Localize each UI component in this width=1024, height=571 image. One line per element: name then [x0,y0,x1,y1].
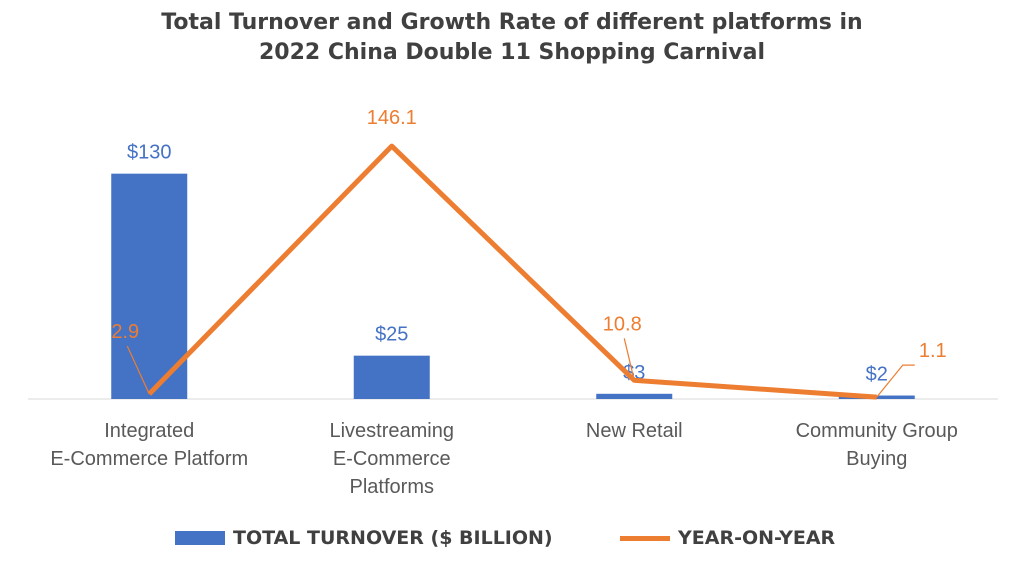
legend-swatch-turnover [175,531,225,545]
line-label-yoy-0: 2.9 [111,321,139,343]
legend-label-yoy: YEAR-ON-YEAR [678,527,836,549]
line-label-yoy-3: 1.1 [919,340,947,362]
bar-label-turnover-0: $130 [127,142,172,164]
legend-item-yoy: YEAR-ON-YEAR [620,524,835,552]
bar-label-turnover-3: $2 [866,364,888,386]
legend-item-turnover: TOTAL TURNOVER ($ BILLION) [175,524,553,552]
bar-label-turnover-1: $25 [375,324,408,346]
legend-label-turnover: TOTAL TURNOVER ($ BILLION) [233,527,553,549]
line-label-yoy-2: 10.8 [603,313,642,335]
category-label-1-1: E-Commerce [333,448,451,470]
chart-title-line-2: 2022 China Double 11 Shopping Carnival [258,40,766,65]
bar-turnover-2 [596,393,673,399]
leader-line-yoy-3 [876,364,915,398]
category-label-2-0: New Retail [586,420,683,442]
bar-turnover-0 [111,173,188,399]
bar-turnover-1 [353,355,430,399]
chart-title-line-1: Total Turnover and Growth Rate of differ… [161,10,863,35]
category-label-0-1: E-Commerce Platform [50,448,248,470]
bar-turnover-3 [838,395,915,399]
category-label-3-0: Community Group [796,420,958,442]
line-label-yoy-1: 146.1 [367,107,417,129]
leader-line-yoy-0 [126,345,150,395]
leader-line-yoy-2 [623,338,635,381]
line-yoy [147,143,877,400]
chart-title: Total Turnover and Growth Rate of differ… [0,8,1024,68]
legend-swatch-yoy [620,535,670,541]
category-label-1-2: Platforms [350,476,434,498]
category-label-1-0: Livestreaming [329,420,454,442]
category-label-3-1: Buying [846,448,907,470]
chart-legend: TOTAL TURNOVER ($ BILLION) YEAR-ON-YEAR [0,524,1024,552]
category-label-0-0: Integrated [104,420,194,442]
